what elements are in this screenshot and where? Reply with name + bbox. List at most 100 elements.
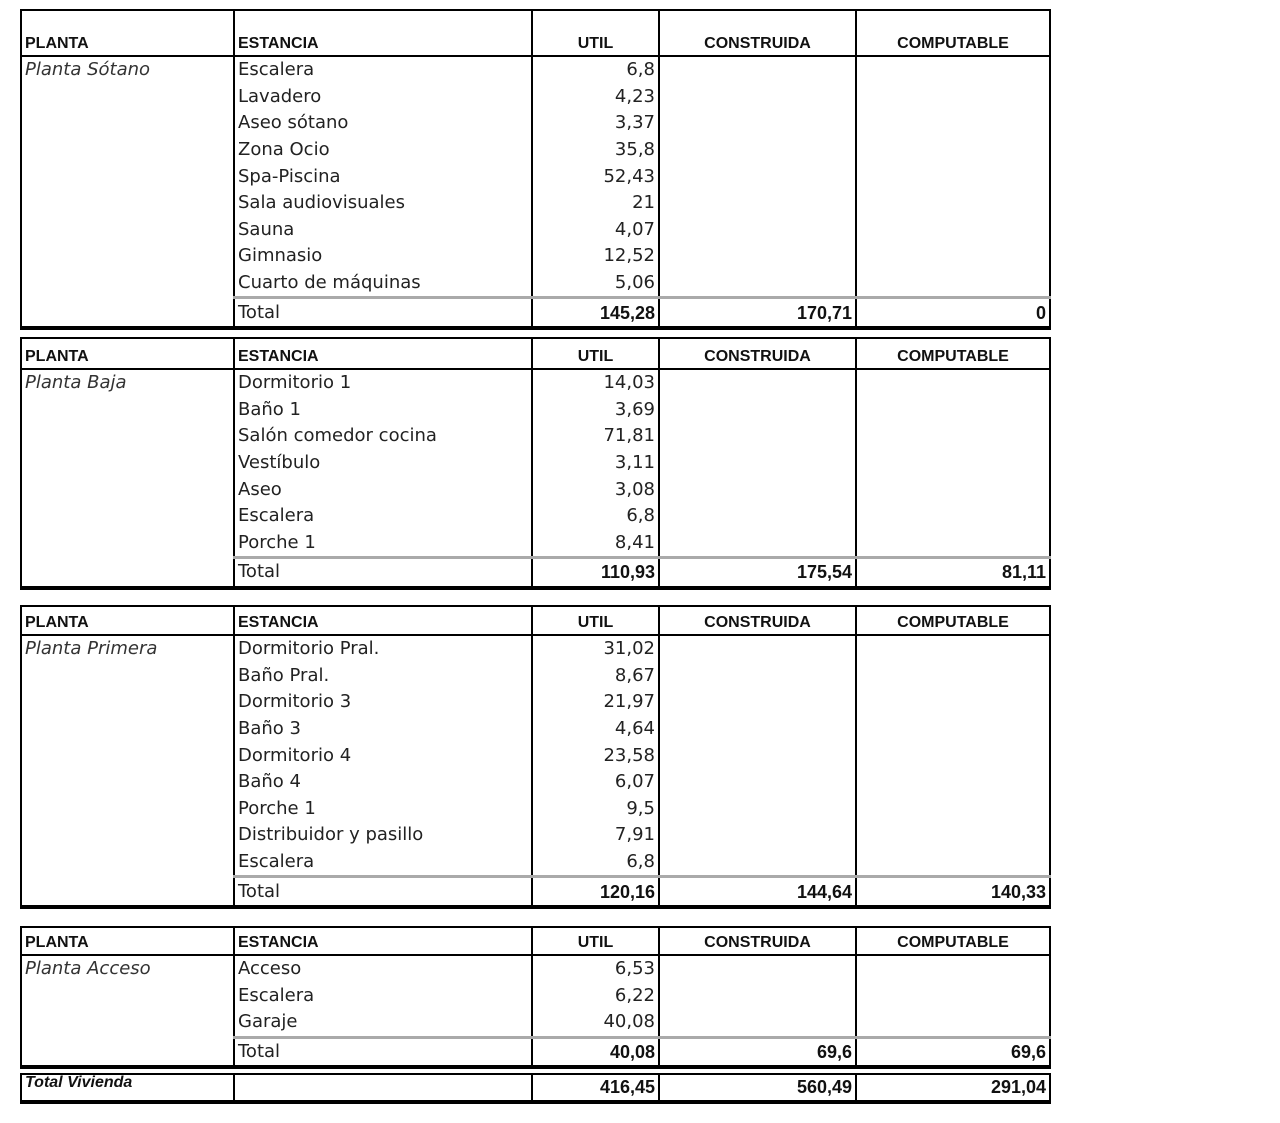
total-construida: 170,71	[659, 296, 857, 328]
computable-value	[856, 503, 1050, 530]
estancia-name: Zona Ocio	[234, 136, 533, 164]
table-row: Baño 4 6,07	[21, 768, 1050, 796]
construida-value	[659, 269, 857, 298]
table-row: Dormitorio 3 21,97	[21, 689, 1050, 716]
estancia-name: Escalera	[234, 502, 533, 530]
total-computable: 0	[856, 296, 1050, 328]
total-computable: 140,33	[856, 875, 1050, 907]
table-row: Aseo 3,08	[21, 476, 1050, 503]
total-label: Total	[234, 875, 533, 907]
computable-value	[856, 635, 1050, 663]
construida-value	[659, 369, 857, 397]
computable-value	[856, 190, 1050, 217]
estancia-name: Escalera	[234, 848, 533, 877]
header-computable: COMPUTABLE	[856, 338, 1050, 370]
table-row: Distribuidor y pasillo 7,91	[21, 822, 1050, 849]
estancia-name: Porche 1	[234, 529, 533, 558]
util-value: 9,5	[532, 795, 660, 823]
total-computable: 69,6	[856, 1035, 1050, 1068]
total-label: Total	[234, 556, 533, 588]
computable-value	[856, 163, 1050, 190]
table-row: Planta Sótano Escalera 6,8	[21, 56, 1050, 328]
estancia-name: Spa-Piscina	[234, 163, 533, 190]
total-construida: 175,54	[659, 556, 857, 588]
table-row: Sauna 4,07	[21, 216, 1050, 244]
construida-value	[659, 982, 857, 1010]
estancia-name: Acceso	[234, 955, 533, 983]
table-row: Spa-Piscina 52,43	[21, 163, 1050, 190]
header-row: PLANTA ESTANCIA UTIL CONSTRUIDA COMPUTABLE	[21, 927, 1050, 956]
computable-value	[856, 84, 1050, 111]
construida-value	[659, 689, 857, 716]
total-label: Total	[234, 1035, 533, 1068]
computable-value	[856, 983, 1050, 1010]
table-row: Aseo sótano 3,37	[21, 110, 1050, 137]
grand-total-computable: 291,04	[990, 1077, 1046, 1097]
estancia-name: Lavadero	[234, 83, 533, 111]
grand-total-label: Total Vivienda	[21, 1074, 235, 1102]
table-row: Cuarto de máquinas 5,06	[21, 269, 1050, 298]
util-value: 3,37	[532, 110, 660, 137]
header-construida: CONSTRUIDA	[659, 927, 857, 956]
util-value: 8,67	[532, 662, 660, 690]
computable-value	[856, 955, 1050, 983]
estancia-name: Escalera	[234, 56, 533, 84]
util-value: 6,22	[532, 982, 660, 1010]
construida-value	[659, 768, 857, 796]
computable-value	[856, 663, 1050, 690]
header-estancia: ESTANCIA	[234, 606, 533, 636]
util-value: 12,52	[532, 243, 660, 270]
header-row: PLANTA ESTANCIA UTIL CONSTRUIDA COMPUTABLE	[21, 338, 1050, 370]
estancia-name: Vestíbulo	[234, 449, 533, 477]
construida-value	[659, 715, 857, 743]
computable-value	[856, 530, 1050, 558]
util-value: 71,81	[532, 423, 660, 450]
table-row: Porche 1 8,41	[21, 529, 1050, 558]
util-value: 52,43	[532, 163, 660, 190]
total-construida: 69,6	[659, 1035, 857, 1068]
grand-total-row: Total Vivienda 416,45 560,49 291,04	[21, 1074, 1050, 1102]
total-util: 110,93	[532, 556, 660, 588]
estancia-name: Escalera	[234, 982, 533, 1010]
total-row: Total 120,16 144,64 140,33	[21, 875, 1050, 907]
header-computable: COMPUTABLE	[856, 10, 1050, 57]
total-util: 145,28	[532, 296, 660, 328]
construida-value	[659, 662, 857, 690]
computable-value	[856, 476, 1050, 503]
grand-total-construida: 560,49	[659, 1074, 857, 1102]
construida-value	[659, 83, 857, 111]
header-planta: PLANTA	[21, 606, 235, 636]
estancia-name: Distribuidor y pasillo	[234, 822, 533, 849]
construida-value	[659, 822, 857, 849]
estancia-name: Dormitorio 4	[234, 742, 533, 769]
estancia-name: Garaje	[234, 1009, 533, 1038]
computable-value	[856, 110, 1050, 137]
total-label: Total	[234, 296, 533, 328]
estancia-name: Dormitorio Pral.	[234, 635, 533, 663]
grand-total-util: 416,45	[532, 1074, 660, 1102]
estancia-name: Gimnasio	[234, 243, 533, 270]
computable-value	[856, 796, 1050, 823]
computable-value	[856, 397, 1050, 424]
util-value: 6,53	[532, 955, 660, 983]
computable-value	[856, 270, 1050, 298]
construida-value	[659, 742, 857, 769]
construida-value	[659, 449, 857, 477]
header-computable: COMPUTABLE	[856, 606, 1050, 636]
total-util: 40,08	[532, 1035, 660, 1068]
construida-value	[659, 136, 857, 164]
total-row: Total 40,08 69,6 69,6	[21, 1035, 1050, 1068]
header-planta: PLANTA	[21, 927, 235, 956]
table-row: Dormitorio 4 23,58	[21, 742, 1050, 769]
estancia-name: Baño 4	[234, 768, 533, 796]
floor-table-2: PLANTA ESTANCIA UTIL CONSTRUIDA COMPUTABLE Pl…	[20, 337, 1051, 590]
computable-value	[856, 56, 1050, 84]
construida-value	[659, 476, 857, 503]
construida-value	[659, 848, 857, 877]
estancia-name: Aseo	[234, 476, 533, 503]
planta-name: Planta Primera	[21, 635, 235, 907]
table-row: Vestíbulo 3,11	[21, 449, 1050, 477]
util-value: 5,06	[532, 269, 660, 298]
util-value: 14,03	[532, 369, 660, 397]
table-row: Sala audiovisuales 21	[21, 189, 1050, 217]
